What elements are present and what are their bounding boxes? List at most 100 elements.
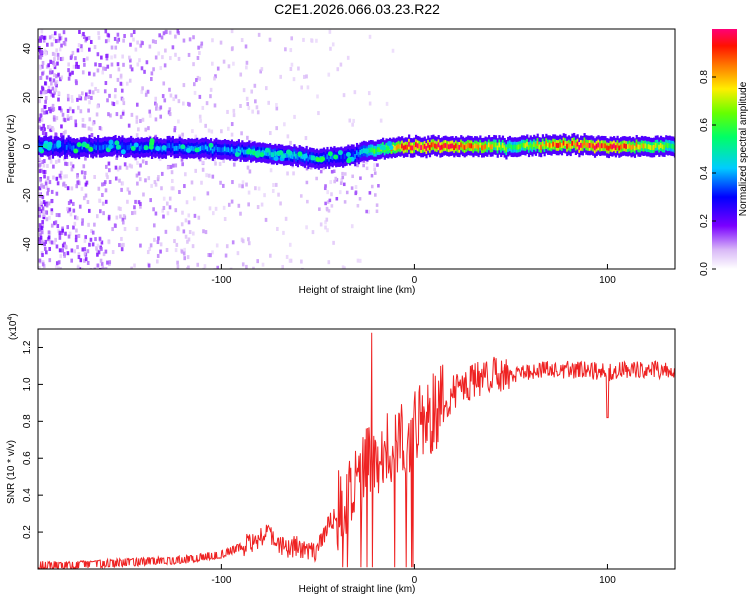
noise-cell bbox=[162, 81, 166, 86]
ridge-core bbox=[481, 145, 484, 151]
noise-cell bbox=[310, 38, 314, 43]
noise-cell bbox=[52, 37, 56, 42]
noise-cell bbox=[183, 184, 186, 189]
ridge-blob bbox=[38, 146, 43, 152]
ridge-core bbox=[411, 145, 414, 151]
noise-cell bbox=[162, 31, 166, 36]
noise-cell bbox=[227, 64, 231, 69]
colorbar: 0.0 0.2 0.4 0.6 0.8 Normalized spectral ampl… bbox=[699, 29, 749, 276]
noise-cell bbox=[88, 89, 92, 94]
noise-cell bbox=[105, 172, 109, 177]
ridge-core bbox=[614, 145, 617, 151]
noise-cell bbox=[139, 119, 142, 124]
noise-cell bbox=[332, 169, 336, 174]
noise-cell bbox=[204, 230, 208, 235]
noise-cell bbox=[224, 253, 228, 258]
noise-cell bbox=[199, 44, 203, 49]
ridge-core bbox=[479, 142, 482, 148]
noise-cell bbox=[78, 267, 82, 269]
noise-cell bbox=[101, 201, 105, 206]
noise-cell bbox=[68, 207, 72, 212]
noise-cell bbox=[79, 96, 83, 101]
ridge-blob bbox=[337, 150, 343, 156]
noise-cell bbox=[55, 261, 59, 266]
noise-cell bbox=[104, 249, 108, 254]
noise-cell bbox=[45, 210, 48, 215]
noise-cell bbox=[197, 215, 201, 220]
ridge-core bbox=[557, 143, 560, 148]
noise-cell bbox=[39, 90, 43, 95]
ridge-core bbox=[159, 145, 162, 151]
noise-cell bbox=[169, 164, 173, 169]
noise-cell bbox=[149, 198, 152, 203]
noise-cell bbox=[104, 29, 108, 34]
ridge-core bbox=[517, 144, 520, 150]
ridge-core bbox=[300, 153, 303, 159]
noise-cell bbox=[305, 180, 309, 185]
noise-cell bbox=[137, 200, 141, 205]
noise-cell bbox=[239, 211, 242, 216]
noise-cell bbox=[158, 33, 161, 38]
noise-cell bbox=[83, 62, 86, 67]
noise-cell bbox=[38, 99, 41, 104]
ridge-core bbox=[355, 150, 359, 156]
ridge-core bbox=[218, 147, 221, 153]
ridge-core bbox=[670, 143, 673, 149]
ridge-core bbox=[442, 143, 445, 149]
ridge-core bbox=[533, 142, 536, 148]
noise-cell bbox=[271, 188, 275, 193]
ridge-core bbox=[672, 143, 675, 149]
ridge-core bbox=[453, 145, 456, 151]
noise-cell bbox=[101, 192, 104, 197]
ridge-core bbox=[566, 143, 569, 149]
ridge-core bbox=[342, 155, 345, 161]
ridge-core bbox=[126, 145, 129, 151]
ridge-core bbox=[515, 144, 518, 150]
noise-cell bbox=[57, 228, 60, 233]
noise-cell bbox=[300, 259, 303, 264]
noise-cell bbox=[146, 89, 150, 94]
noise-cell bbox=[367, 91, 371, 96]
noise-cell bbox=[47, 235, 51, 240]
noise-cell bbox=[84, 156, 87, 161]
noise-cell bbox=[62, 131, 66, 136]
ridge-core bbox=[607, 145, 611, 151]
ridge-core bbox=[576, 141, 579, 147]
ridge-core bbox=[571, 140, 574, 146]
ridge-core bbox=[128, 144, 131, 150]
noise-cell bbox=[96, 104, 99, 109]
noise-cell bbox=[222, 158, 225, 163]
ridge-core bbox=[467, 142, 470, 148]
noise-cell bbox=[43, 246, 47, 251]
noise-cell bbox=[50, 199, 53, 204]
noise-cell bbox=[90, 95, 93, 100]
noise-cell bbox=[328, 198, 332, 203]
noise-cell bbox=[275, 103, 278, 108]
ridge-core bbox=[124, 145, 128, 151]
noise-cell bbox=[47, 63, 50, 68]
noise-cell bbox=[148, 109, 152, 114]
noise-cell bbox=[99, 209, 102, 214]
noise-cell bbox=[246, 165, 250, 170]
noise-cell bbox=[122, 101, 126, 106]
noise-cell bbox=[290, 36, 294, 41]
noise-cell bbox=[356, 163, 359, 168]
ridge-core bbox=[668, 142, 671, 148]
noise-cell bbox=[123, 34, 126, 39]
ridge-core bbox=[526, 141, 529, 147]
ridge-core bbox=[225, 147, 228, 153]
noise-cell bbox=[108, 179, 112, 184]
noise-cell bbox=[154, 39, 157, 44]
noise-cell bbox=[119, 114, 123, 119]
spectrogram-y-tick-label: 0 bbox=[22, 143, 33, 149]
noise-cell bbox=[48, 246, 52, 251]
snr-y-ticks: 0.2 0.4 0.6 0.8 1.0 1.2 bbox=[22, 340, 43, 539]
noise-cell bbox=[50, 223, 54, 228]
noise-cell bbox=[177, 99, 181, 104]
noise-cell bbox=[358, 197, 362, 201]
ridge-core bbox=[666, 143, 670, 149]
ridge-core bbox=[477, 144, 480, 150]
noise-cell bbox=[38, 38, 41, 43]
noise-cell bbox=[77, 64, 80, 69]
noise-cell bbox=[40, 117, 44, 122]
